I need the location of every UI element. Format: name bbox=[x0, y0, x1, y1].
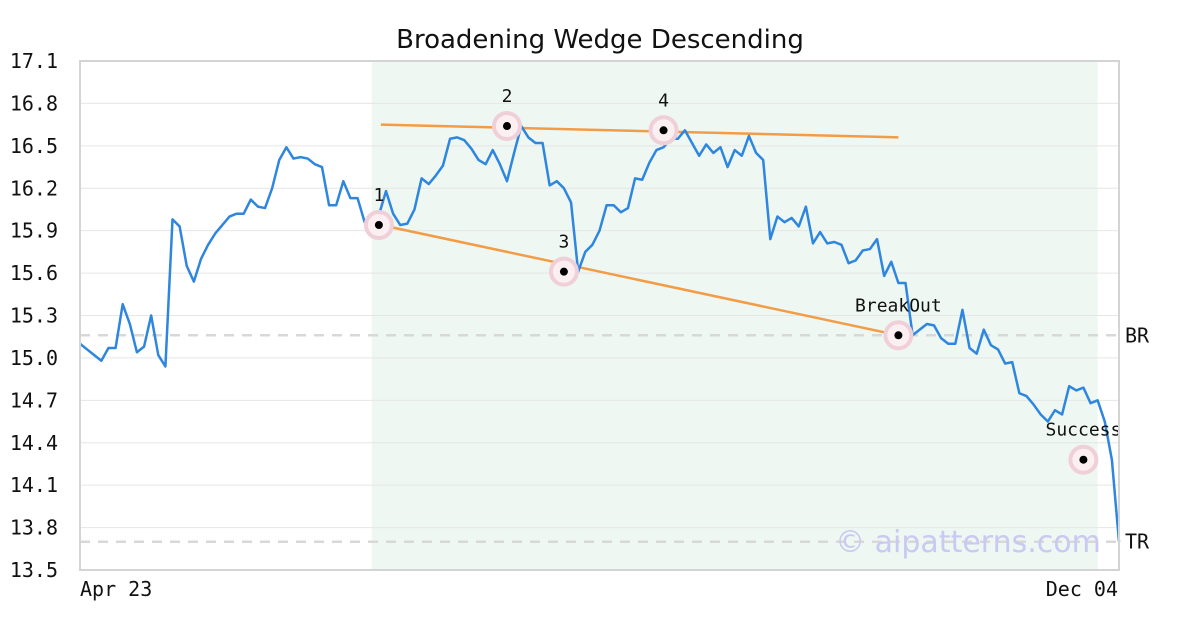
y-tick-label: 16.8 bbox=[10, 91, 58, 115]
y-tick-label: 13.8 bbox=[10, 516, 58, 540]
point-marker-dot bbox=[559, 267, 568, 276]
x-tick-label: Dec 04 bbox=[1046, 577, 1118, 601]
point-label: 3 bbox=[558, 232, 569, 253]
y-tick-label: 15.3 bbox=[10, 304, 58, 328]
trendline bbox=[380, 223, 899, 337]
y-tick-label: 15.9 bbox=[10, 219, 58, 243]
plot-border bbox=[79, 60, 1120, 571]
y-tick-label: 15.0 bbox=[10, 346, 58, 370]
y-tick-label: 14.4 bbox=[10, 431, 58, 455]
point-label: 4 bbox=[658, 90, 669, 111]
trendline bbox=[380, 123, 899, 139]
levels: BR TR bbox=[80, 323, 1150, 554]
plot-frame bbox=[79, 60, 1120, 571]
point-marker-dot bbox=[894, 331, 903, 340]
point-label: 1 bbox=[373, 185, 384, 206]
price-line bbox=[79, 124, 1121, 542]
point-marker-dot bbox=[374, 221, 383, 230]
y-tick-label: 14.7 bbox=[10, 388, 58, 412]
chart-title: Broadening Wedge Descending bbox=[396, 25, 804, 55]
point-label: 2 bbox=[502, 86, 513, 107]
point-marker-dot bbox=[659, 126, 668, 135]
y-tick-label: 17.1 bbox=[10, 49, 58, 73]
point-marker-dot bbox=[1079, 455, 1088, 464]
y-tick-label: 13.5 bbox=[10, 558, 58, 582]
watermark: © aipatterns.com bbox=[835, 525, 1101, 560]
pattern-points: 1 2 3 4 BreakOut Success bbox=[363, 86, 1121, 475]
point-label: BreakOut bbox=[855, 295, 942, 316]
y-tick-label: 16.5 bbox=[10, 134, 58, 158]
watermark-text: © aipatterns.com bbox=[835, 525, 1101, 560]
point-label: Success bbox=[1045, 420, 1121, 441]
trendlines bbox=[380, 123, 899, 337]
y-axis-ticks: 17.1 16.8 16.5 16.2 15.9 15.6 15.3 15.0 14.7 14.4… bbox=[10, 49, 58, 582]
x-axis-labels: Apr 23 Dec 04 bbox=[80, 577, 1118, 601]
price-series bbox=[79, 124, 1121, 542]
y-tick-label: 14.1 bbox=[10, 473, 58, 497]
point-marker-dot bbox=[502, 122, 511, 131]
x-tick-label: Apr 23 bbox=[80, 577, 152, 601]
level-label: TR bbox=[1125, 530, 1150, 554]
y-tick-label: 15.6 bbox=[10, 261, 58, 285]
y-tick-label: 16.2 bbox=[10, 176, 58, 200]
level-label: BR bbox=[1125, 323, 1150, 347]
